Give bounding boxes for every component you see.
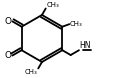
Text: CH₃: CH₃ xyxy=(69,21,82,27)
Text: HN: HN xyxy=(79,41,90,50)
Text: CH₃: CH₃ xyxy=(46,2,59,8)
Text: O: O xyxy=(5,51,12,60)
Text: CH₃: CH₃ xyxy=(25,69,37,75)
Text: O: O xyxy=(5,17,12,26)
